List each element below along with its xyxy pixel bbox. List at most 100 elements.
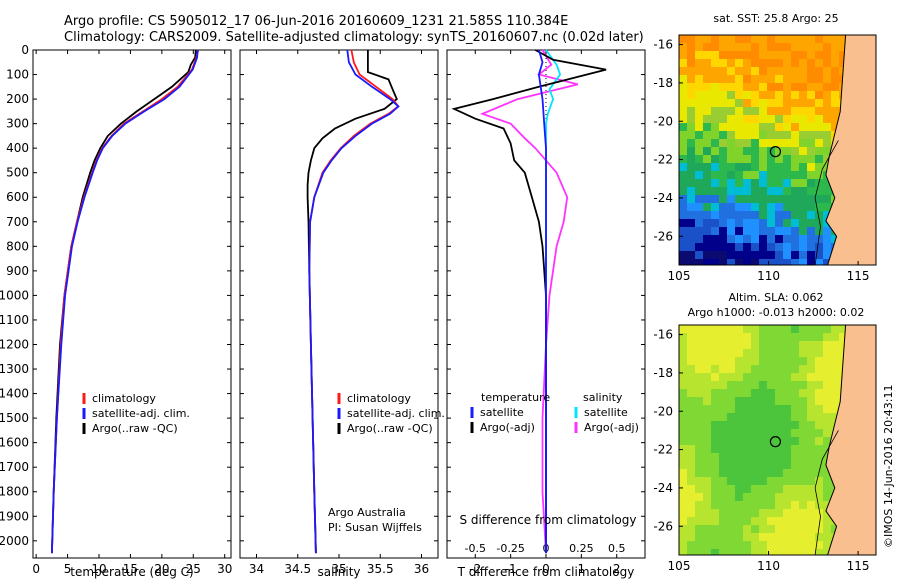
- y-tick-label: 1400: [0, 387, 29, 401]
- map-cell: [783, 83, 792, 92]
- map-cell: [823, 115, 832, 124]
- map-cell: [791, 147, 800, 156]
- map-cell: [727, 405, 736, 414]
- map-cell: [775, 243, 784, 252]
- map-cell: [695, 43, 704, 52]
- legend-item-label: climatology: [92, 392, 156, 405]
- map-cell: [743, 469, 752, 478]
- map-cell: [751, 259, 760, 266]
- map-cell: [767, 163, 776, 172]
- map-cell: [799, 525, 808, 534]
- map-cell: [679, 235, 688, 244]
- map-cell: [735, 397, 744, 406]
- map-cell: [815, 195, 824, 204]
- map-cell: [727, 187, 736, 196]
- map-cell: [799, 453, 808, 462]
- map-cell: [815, 341, 824, 350]
- map-cell: [799, 549, 808, 556]
- map-cell: [695, 509, 704, 518]
- map-cell: [799, 517, 808, 526]
- map-cell: [743, 493, 752, 502]
- map-cell: [719, 115, 728, 124]
- map-cell: [695, 99, 704, 108]
- map-cell: [751, 179, 760, 188]
- map-cell: [735, 477, 744, 486]
- map-cell: [823, 349, 832, 358]
- map-cell: [775, 429, 784, 438]
- map-cell: [815, 51, 824, 60]
- map-cell: [783, 131, 792, 140]
- map-cell: [679, 429, 688, 438]
- map-cell: [791, 477, 800, 486]
- map-cell: [767, 373, 776, 382]
- map-cell: [711, 493, 720, 502]
- map-cell: [743, 115, 752, 124]
- map-cell: [815, 251, 824, 260]
- map-cell: [759, 51, 768, 60]
- map-cell: [711, 115, 720, 124]
- map-cell: [783, 123, 792, 132]
- map-cell: [687, 349, 696, 358]
- map-cell: [799, 413, 808, 422]
- map-cell: [719, 43, 728, 52]
- map-cell: [815, 445, 824, 454]
- map-cell: [759, 333, 768, 342]
- map-cell: [799, 163, 808, 172]
- map-cell: [823, 437, 832, 446]
- map-cell: [743, 413, 752, 422]
- map-cell: [727, 67, 736, 76]
- map-cell: [815, 155, 824, 164]
- map-cell: [687, 365, 696, 374]
- map-cell: [679, 51, 688, 60]
- map-cell: [815, 357, 824, 366]
- map-cell: [791, 235, 800, 244]
- map-cell: [791, 341, 800, 350]
- map-cell: [719, 211, 728, 220]
- map-cell: [727, 83, 736, 92]
- map-cell: [695, 413, 704, 422]
- map-cell: [695, 51, 704, 60]
- map-cell: [679, 413, 688, 422]
- map-cell: [679, 501, 688, 510]
- map-cell: [759, 75, 768, 84]
- map-cell: [807, 533, 816, 542]
- map-cell: [719, 195, 728, 204]
- map-cell: [751, 195, 760, 204]
- map-cell: [751, 445, 760, 454]
- map-cell: [679, 147, 688, 156]
- map-cell: [815, 123, 824, 132]
- map-cell: [767, 203, 776, 212]
- map-cell: [687, 139, 696, 148]
- map-cell: [831, 333, 840, 342]
- map-cell: [799, 477, 808, 486]
- map-cell: [823, 389, 832, 398]
- map-cell: [751, 227, 760, 236]
- map-cell: [823, 123, 832, 132]
- map-cell: [735, 83, 744, 92]
- map-cell: [799, 357, 808, 366]
- map-cell: [735, 501, 744, 510]
- sla-map: 105 110 115 -16 -18 -20 -22 -24 -26: [653, 324, 877, 573]
- map-cell: [767, 147, 776, 156]
- map-cell: [735, 413, 744, 422]
- map-cell: [823, 187, 832, 196]
- map-cell: [775, 123, 784, 132]
- map-cell: [679, 373, 688, 382]
- map-cell: [759, 235, 768, 244]
- map-cell: [695, 525, 704, 534]
- map-cell: [783, 453, 792, 462]
- map-cell: [695, 115, 704, 124]
- map-cell: [815, 227, 824, 236]
- map-cell: [767, 211, 776, 220]
- map-cell: [799, 203, 808, 212]
- map-cell: [703, 251, 712, 260]
- map-cell: [791, 131, 800, 140]
- map-cell: [815, 517, 824, 526]
- map-cell: [751, 67, 760, 76]
- map-cell: [807, 541, 816, 550]
- map-cell: [743, 429, 752, 438]
- map-cell: [687, 83, 696, 92]
- map-cell: [823, 421, 832, 430]
- map-cell: [727, 139, 736, 148]
- map-cell: [767, 549, 776, 556]
